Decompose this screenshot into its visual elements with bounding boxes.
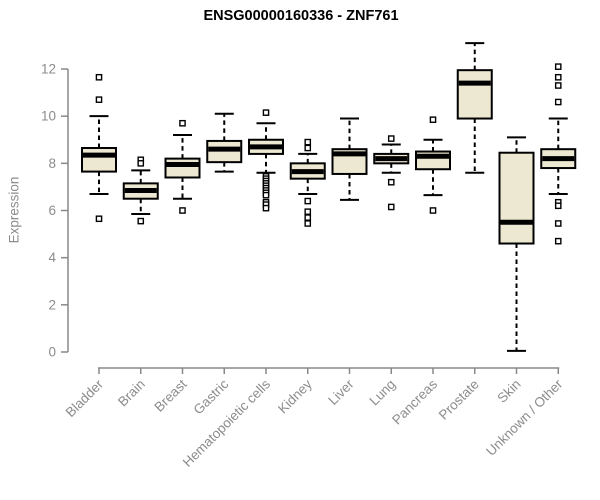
outlier-marker [304,220,312,227]
y-tick-label: 4 [48,250,56,265]
y-tick-label: 0 [48,345,56,360]
outlier-marker [554,63,562,70]
outlier-marker [554,73,562,81]
y-axis: 0 2 4 6 8 10 12 [41,62,69,360]
outlier-marker [262,191,270,199]
y-tick-label: 6 [48,203,56,218]
outlier-marker [554,82,562,89]
outlier-marker [554,202,562,210]
box-prostate [456,42,493,174]
x-category-label: Gastric [191,376,232,417]
box-brain [122,156,159,225]
box-kidney [289,138,326,227]
x-category-label: Kidney [275,376,315,416]
box-unknown-other [540,63,577,245]
y-tick-label: 10 [41,109,56,124]
outlier-marker [95,215,103,223]
iqr-box [498,151,535,245]
x-category-label: Breast [151,376,189,414]
outlier-marker [387,135,395,142]
outlier-marker [429,116,437,124]
outlier-marker [387,203,395,211]
box-gastric [206,112,243,173]
iqr-box [81,147,117,173]
x-category-label: Bladder [63,376,107,420]
outlier-marker [304,208,312,215]
iqr-box [164,157,201,179]
outlier-marker [262,204,270,212]
y-tick-label: 12 [41,62,56,77]
box-hematopoietic-cells [248,109,284,212]
x-category-label: Prostate [436,377,482,423]
box-liver [331,117,368,201]
outlier-marker [95,96,103,103]
box-skin [498,136,535,352]
x-category-label: Liver [325,376,357,408]
x-category-label: Pancreas [389,376,440,427]
outlier-marker [304,214,312,221]
iqr-box [456,69,493,120]
outlier-marker [554,220,562,227]
outlier-marker [304,197,312,205]
outlier-marker [95,73,103,81]
x-category-label: Unknown / Other [483,376,566,459]
outlier-marker [179,207,186,214]
outlier-marker [554,237,562,245]
box-lung [373,135,410,211]
outlier-marker [429,207,437,214]
outlier-marker [304,144,312,152]
box-bladder [81,73,117,223]
chart-title: ENSG00000160336 - ZNF761 [203,8,399,24]
outlier-marker [179,119,186,127]
box-pancreas [415,116,451,214]
outlier-marker [304,138,312,146]
x-category-label: Skin [494,377,523,406]
outlier-marker [554,98,562,106]
x-category-label: Brain [115,377,148,410]
outlier-marker [137,217,145,225]
y-tick-label: 8 [48,156,56,171]
outlier-marker [387,178,395,186]
box-breast [164,119,201,214]
outlier-marker [262,109,270,116]
y-tick-label: 2 [48,297,56,312]
y-axis-label: Expression [6,176,22,244]
x-category-label: Lung [367,377,399,409]
outlier-marker [137,160,145,167]
